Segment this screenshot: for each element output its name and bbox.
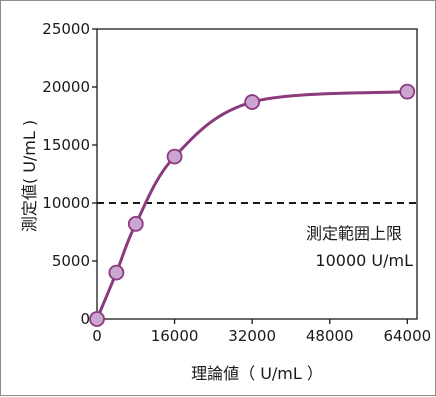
- y-tick-label: 15000: [42, 136, 90, 154]
- series-line: [95, 90, 409, 321]
- data-point-marker: [108, 264, 125, 281]
- y-tick-label: 5000: [52, 252, 90, 270]
- data-point-marker: [244, 94, 261, 110]
- data-point-marker: [166, 148, 183, 165]
- annotation-range-limit-value: 10000 U/mL: [315, 251, 413, 270]
- x-axis-title: 理論値（ U/mL ）: [191, 364, 323, 383]
- x-tick-label: 32000: [228, 327, 276, 345]
- data-point-marker: [127, 215, 144, 232]
- annotation-range-limit-title: 測定範囲上限: [306, 224, 402, 243]
- data-point-marker: [399, 83, 416, 100]
- plot-frame: [96, 28, 418, 320]
- y-tick-label: 0: [80, 310, 90, 328]
- x-tick-label: 0: [92, 327, 102, 345]
- y-tick-label: 10000: [42, 194, 90, 212]
- y-axis-title: 測定値( U/mL ): [20, 120, 39, 232]
- x-tick-label: 64000: [383, 327, 431, 345]
- x-tick-label: 16000: [151, 327, 199, 345]
- x-tick-label: 48000: [306, 327, 354, 345]
- data-point-marker: [89, 311, 105, 327]
- y-tick-label: 25000: [42, 20, 90, 38]
- y-tick-label: 20000: [42, 78, 90, 96]
